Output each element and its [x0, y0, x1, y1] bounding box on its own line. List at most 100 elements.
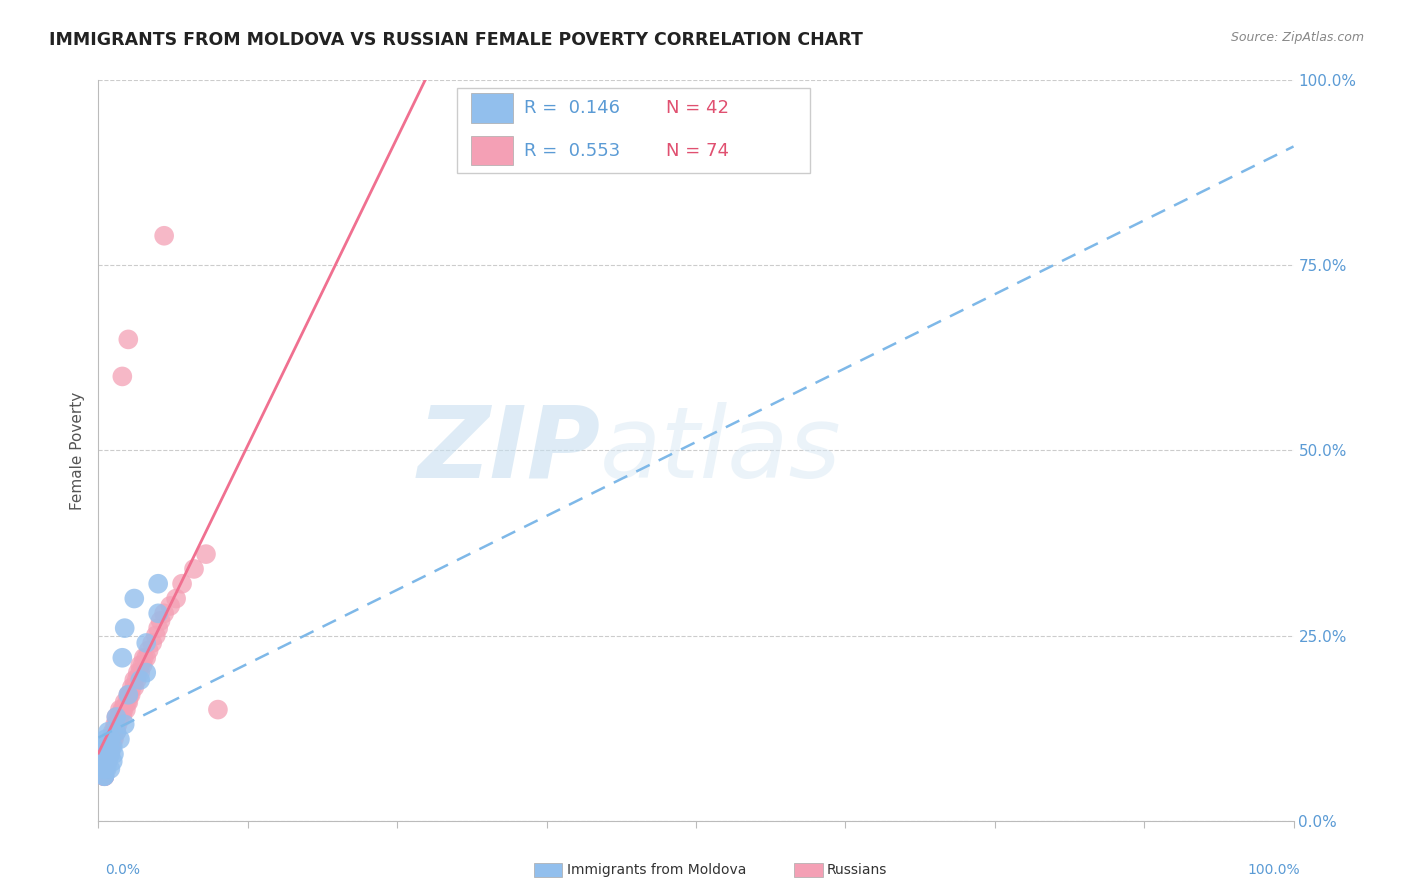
Point — [93, 762, 115, 776]
Point — [96, 739, 118, 754]
Point — [135, 650, 157, 665]
Point — [112, 703, 135, 717]
Bar — [794, 863, 823, 877]
Point — [101, 732, 124, 747]
Point — [93, 769, 115, 783]
Point — [103, 724, 125, 739]
Point — [96, 747, 118, 761]
Point — [103, 747, 125, 761]
Point — [111, 650, 134, 665]
Point — [148, 576, 170, 591]
Point — [100, 739, 122, 754]
Point — [93, 762, 115, 776]
Text: 100.0%: 100.0% — [1249, 863, 1301, 877]
Text: Immigrants from Moldova: Immigrants from Moldova — [567, 863, 747, 877]
Point — [94, 739, 117, 754]
Point — [121, 681, 143, 695]
Text: IMMIGRANTS FROM MOLDOVA VS RUSSIAN FEMALE POVERTY CORRELATION CHART: IMMIGRANTS FROM MOLDOVA VS RUSSIAN FEMAL… — [49, 31, 863, 49]
Point — [132, 650, 155, 665]
Bar — [534, 863, 562, 877]
Point — [93, 762, 115, 776]
Point — [103, 732, 125, 747]
Point — [105, 710, 128, 724]
Point — [94, 747, 117, 761]
Point — [111, 703, 134, 717]
Point — [153, 607, 176, 621]
Point — [111, 369, 134, 384]
Point — [124, 591, 146, 606]
Point — [98, 747, 121, 761]
Point — [104, 717, 127, 731]
Point — [148, 607, 170, 621]
Point — [145, 628, 167, 642]
Text: atlas: atlas — [600, 402, 842, 499]
Point — [93, 747, 115, 761]
Point — [138, 643, 160, 657]
Point — [117, 695, 139, 709]
Text: R =  0.553: R = 0.553 — [524, 142, 620, 160]
Point — [105, 724, 128, 739]
Point — [129, 658, 152, 673]
Point — [107, 717, 129, 731]
Point — [93, 755, 115, 769]
Text: ZIP: ZIP — [418, 402, 600, 499]
Point — [96, 755, 118, 769]
Text: Source: ZipAtlas.com: Source: ZipAtlas.com — [1230, 31, 1364, 45]
Point — [118, 688, 141, 702]
Point — [98, 747, 121, 761]
Point — [125, 673, 148, 687]
FancyBboxPatch shape — [457, 87, 810, 173]
Point — [153, 228, 176, 243]
Point — [107, 710, 129, 724]
Point — [93, 755, 115, 769]
Point — [93, 762, 115, 776]
Point — [149, 614, 172, 628]
Point — [97, 755, 120, 769]
Point — [207, 703, 229, 717]
Point — [131, 658, 153, 673]
Point — [117, 332, 139, 346]
Point — [129, 665, 152, 680]
Point — [98, 739, 121, 754]
Point — [117, 688, 139, 702]
Point — [96, 762, 118, 776]
Point — [105, 717, 128, 731]
Point — [124, 673, 146, 687]
Point — [114, 621, 136, 635]
Point — [93, 739, 115, 754]
Point — [111, 710, 134, 724]
Point — [100, 732, 122, 747]
Text: R =  0.146: R = 0.146 — [524, 99, 620, 117]
Point — [195, 547, 218, 561]
Point — [97, 755, 120, 769]
Y-axis label: Female Poverty: Female Poverty — [70, 392, 86, 509]
Point — [98, 739, 121, 754]
Point — [135, 665, 157, 680]
Point — [98, 732, 122, 747]
Point — [115, 703, 138, 717]
Point — [108, 703, 131, 717]
Point — [114, 717, 136, 731]
Point — [135, 636, 157, 650]
Point — [98, 732, 122, 747]
Point — [165, 591, 187, 606]
Point — [148, 621, 170, 635]
Point — [96, 755, 118, 769]
Text: 0.0%: 0.0% — [105, 863, 141, 877]
Point — [93, 762, 115, 776]
Point — [98, 739, 122, 754]
Point — [93, 762, 115, 776]
Point — [98, 762, 122, 776]
Point — [93, 755, 115, 769]
Point — [93, 747, 115, 761]
Point — [105, 710, 128, 724]
Point — [183, 562, 205, 576]
Point — [97, 747, 120, 761]
Point — [101, 755, 124, 769]
Point — [93, 769, 115, 783]
Point — [93, 747, 115, 761]
Point — [115, 695, 138, 709]
Point — [96, 747, 118, 761]
Point — [108, 732, 131, 747]
Point — [129, 673, 152, 687]
